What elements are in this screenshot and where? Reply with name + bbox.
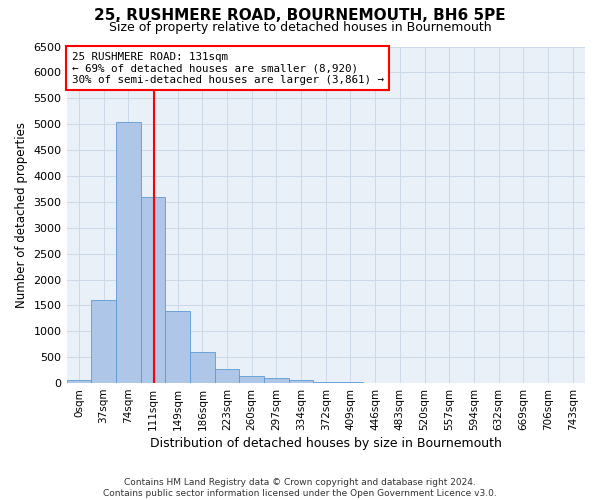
Bar xyxy=(190,352,215,383)
Bar xyxy=(289,380,313,383)
Bar xyxy=(264,378,289,383)
Bar xyxy=(91,300,116,383)
Text: 25 RUSHMERE ROAD: 131sqm
← 69% of detached houses are smaller (8,920)
30% of sem: 25 RUSHMERE ROAD: 131sqm ← 69% of detach… xyxy=(72,52,384,84)
Bar xyxy=(338,382,363,383)
Text: Contains HM Land Registry data © Crown copyright and database right 2024.
Contai: Contains HM Land Registry data © Crown c… xyxy=(103,478,497,498)
Bar xyxy=(140,196,165,383)
Y-axis label: Number of detached properties: Number of detached properties xyxy=(15,122,28,308)
Bar xyxy=(239,376,264,383)
Text: Size of property relative to detached houses in Bournemouth: Size of property relative to detached ho… xyxy=(109,21,491,34)
Bar xyxy=(67,380,91,383)
Text: 25, RUSHMERE ROAD, BOURNEMOUTH, BH6 5PE: 25, RUSHMERE ROAD, BOURNEMOUTH, BH6 5PE xyxy=(94,8,506,22)
Bar xyxy=(313,382,338,383)
Bar xyxy=(215,369,239,383)
Bar xyxy=(116,122,140,383)
X-axis label: Distribution of detached houses by size in Bournemouth: Distribution of detached houses by size … xyxy=(150,437,502,450)
Bar xyxy=(165,310,190,383)
